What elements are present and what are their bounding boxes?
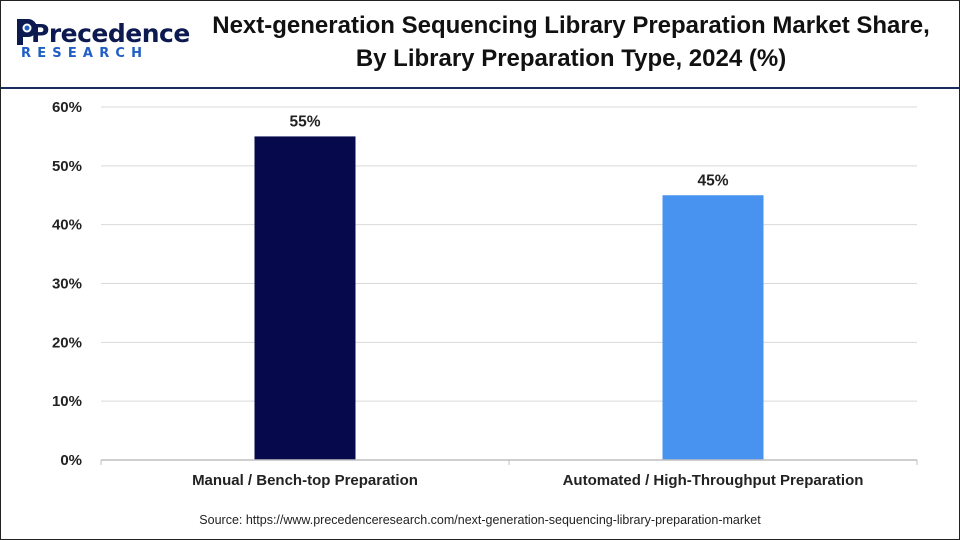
y-tick-label: 50% — [52, 158, 82, 175]
data-labels: 55% 45% — [289, 113, 728, 189]
data-label: 45% — [697, 172, 728, 189]
x-axis: Manual / Bench-top Preparation Automated … — [100, 459, 918, 489]
y-tick-label: 40% — [52, 217, 82, 234]
bar-manual — [254, 136, 356, 460]
brand-logo: Precedence RESEARCH — [13, 15, 190, 75]
y-tick-label: 20% — [52, 334, 82, 351]
y-tick-label: 0% — [60, 452, 82, 469]
bar-chart: 0% 10% 20% 30% 40% 50% 60% 55% 45% Manual / Ben… — [52, 99, 918, 489]
y-tick-label: 10% — [52, 393, 82, 410]
gridlines — [101, 106, 917, 402]
header: Precedence RESEARCH Next-generation Sequ… — [1, 1, 959, 89]
brand-name: Precedence — [31, 19, 190, 48]
data-label: 55% — [289, 113, 320, 130]
y-tick-label: 60% — [52, 99, 82, 116]
logo-mark-icon — [17, 19, 37, 45]
x-category-label: Manual / Bench-top Preparation — [192, 472, 418, 489]
bar-automated — [662, 195, 764, 460]
y-axis-ticks: 0% 10% 20% 30% 40% 50% 60% — [52, 99, 82, 469]
y-tick-label: 30% — [52, 276, 82, 293]
bars — [254, 136, 764, 460]
chart-title: Next-generation Sequencing Library Prepa… — [212, 12, 930, 72]
x-category-label: Automated / High-Throughput Preparation — [563, 472, 864, 489]
brand-sub: RESEARCH — [21, 46, 149, 61]
source-note: Source: https://www.precedenceresearch.c… — [199, 513, 761, 527]
